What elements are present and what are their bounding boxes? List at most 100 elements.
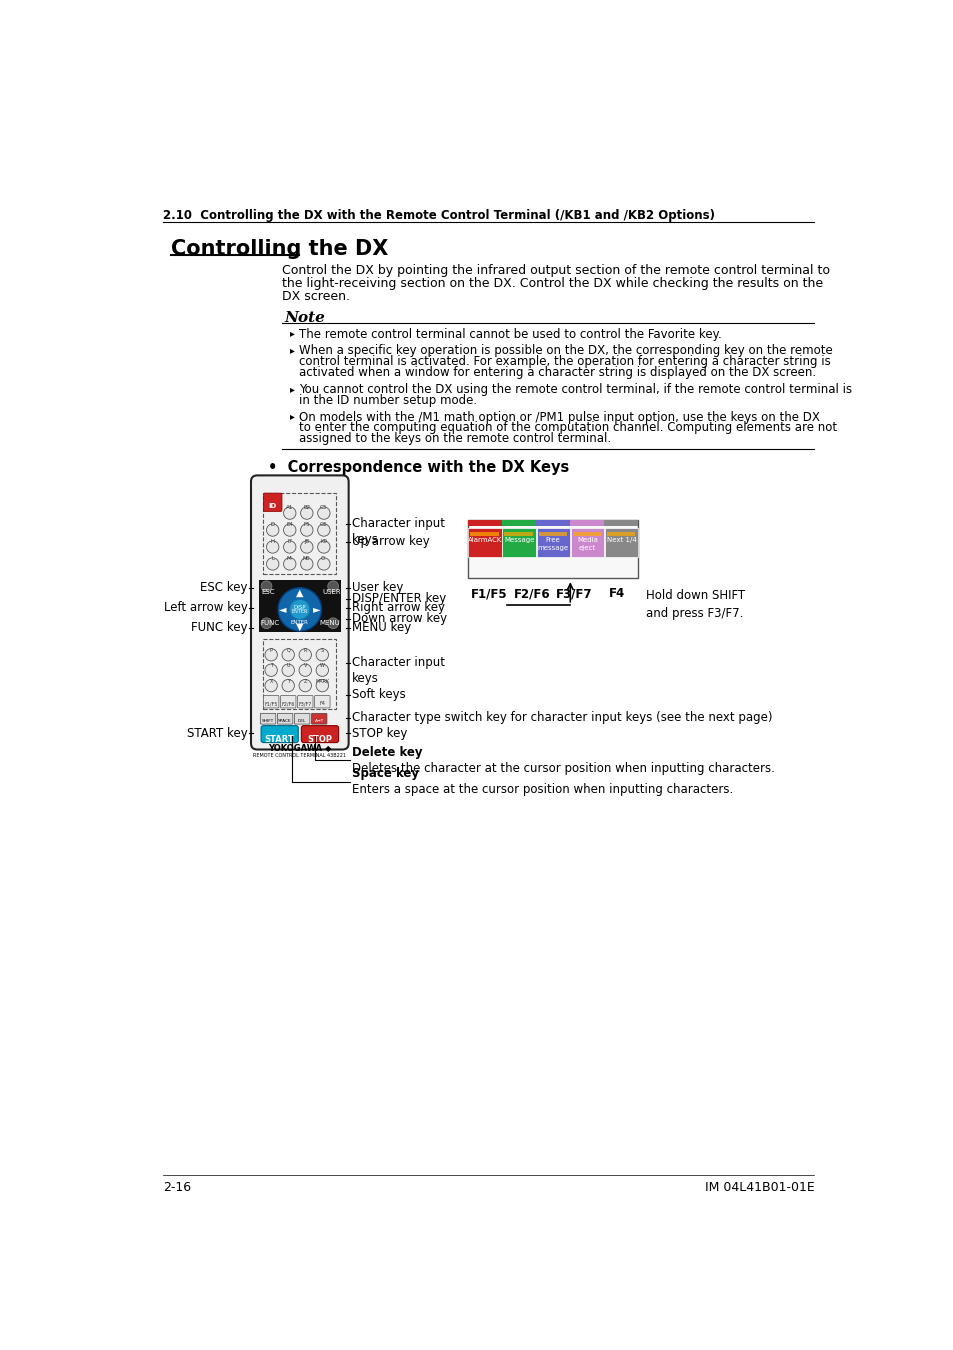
Text: Controlling the DX: Controlling the DX [171, 239, 388, 259]
FancyBboxPatch shape [297, 695, 313, 707]
Text: V: V [303, 663, 307, 668]
FancyBboxPatch shape [258, 580, 340, 632]
Circle shape [265, 664, 277, 676]
Bar [470, 532, 498, 536]
Circle shape [282, 664, 294, 676]
Text: A→T: A→T [314, 718, 323, 722]
Text: S: S [320, 648, 323, 653]
FancyBboxPatch shape [280, 695, 295, 707]
Circle shape [290, 599, 310, 620]
Text: message: message [537, 545, 568, 551]
Text: ESC key: ESC key [200, 582, 248, 594]
Bar [604, 520, 638, 526]
Text: to enter the computing equation of the computation channel. Computing elements a: to enter the computing equation of the c… [298, 421, 837, 435]
Text: Note: Note [284, 310, 325, 324]
Text: I7: I7 [287, 539, 292, 544]
Text: DX screen.: DX screen. [282, 290, 350, 302]
Text: L: L [271, 556, 274, 562]
Text: Delete key: Delete key [352, 745, 422, 759]
Text: ►: ► [313, 605, 320, 614]
Text: MENU key: MENU key [352, 621, 411, 634]
Text: Character type switch key for character input keys (see the next page): Character type switch key for character … [352, 711, 771, 725]
Text: Free: Free [545, 537, 560, 543]
Text: W: W [319, 663, 324, 668]
Text: Enters a space at the cursor position when inputting characters.: Enters a space at the cursor position wh… [352, 783, 732, 796]
Circle shape [315, 679, 328, 691]
FancyBboxPatch shape [277, 713, 293, 724]
Text: Deletes the character at the cursor position when inputting characters.: Deletes the character at the cursor posi… [352, 761, 774, 775]
Text: ◄: ◄ [278, 605, 286, 614]
Bar [537, 532, 567, 536]
Text: You cannot control the DX using the remote control terminal, if the remote contr: You cannot control the DX using the remo… [298, 383, 851, 396]
Circle shape [315, 664, 328, 676]
Text: On models with the /M1 math option or /PM1 pulse input option, use the keys on t: On models with the /M1 math option or /P… [298, 410, 819, 424]
Circle shape [278, 587, 321, 630]
Text: User key: User key [352, 582, 403, 594]
Bar [606, 532, 635, 536]
Circle shape [265, 648, 277, 662]
Circle shape [266, 541, 278, 554]
Text: D: D [271, 522, 274, 528]
FancyBboxPatch shape [260, 713, 275, 724]
Text: Q: Q [286, 648, 290, 653]
Text: DISP/ENTER key: DISP/ENTER key [352, 593, 446, 605]
Text: F1/F5: F1/F5 [264, 701, 277, 706]
Text: 2.10  Controlling the DX with the Remote Control Terminal (/KB1 and /KB2 Options: 2.10 Controlling the DX with the Remote … [163, 209, 715, 221]
Text: F2/F6: F2/F6 [513, 587, 550, 599]
Circle shape [282, 648, 294, 662]
Text: USER: USER [322, 590, 340, 595]
Circle shape [265, 679, 277, 691]
Circle shape [300, 541, 313, 554]
Bar [468, 528, 501, 558]
Text: U: U [286, 663, 290, 668]
FancyBboxPatch shape [263, 493, 282, 512]
Text: Character input: Character input [352, 656, 444, 670]
Text: A1: A1 [286, 505, 294, 510]
Bar [604, 528, 638, 558]
Text: ENTER: ENTER [292, 609, 308, 614]
Bar [570, 528, 603, 558]
Text: B2: B2 [303, 505, 310, 510]
Text: K9: K9 [320, 539, 327, 544]
Text: ▸: ▸ [290, 346, 294, 355]
Text: When a specific key operation is possible on the DX, the corresponding key on th: When a specific key operation is possibl… [298, 344, 832, 358]
Circle shape [300, 508, 313, 520]
FancyBboxPatch shape [261, 726, 298, 743]
Text: assigned to the keys on the remote control terminal.: assigned to the keys on the remote contr… [298, 432, 611, 446]
Circle shape [300, 558, 313, 570]
Circle shape [283, 524, 295, 536]
Bar [502, 528, 536, 558]
Bar [468, 520, 638, 578]
Bar [468, 520, 501, 526]
Text: X: X [269, 679, 273, 683]
Text: F1/F5: F1/F5 [471, 587, 507, 599]
Text: F3/F7: F3/F7 [556, 587, 592, 599]
Text: Media: Media [577, 537, 598, 543]
Circle shape [298, 679, 311, 691]
Text: REMOTE CONTROL TERMINAL 43B221: REMOTE CONTROL TERMINAL 43B221 [253, 752, 346, 757]
Text: C3: C3 [320, 505, 327, 510]
Text: F4: F4 [608, 587, 624, 599]
Text: SHIFT: SHIFT [262, 718, 274, 722]
Bar [536, 528, 569, 558]
Text: in the ID number setup mode.: in the ID number setup mode. [298, 394, 476, 406]
Circle shape [317, 524, 330, 536]
Text: AlarmACK: AlarmACK [467, 537, 501, 543]
FancyBboxPatch shape [251, 475, 348, 749]
Text: Z: Z [303, 679, 307, 683]
Text: DEL: DEL [297, 718, 306, 722]
Text: ▸: ▸ [290, 328, 294, 339]
Text: •  Correspondence with the DX Keys: • Correspondence with the DX Keys [268, 460, 569, 475]
Text: P: P [270, 648, 273, 653]
Text: FUNC: FUNC [260, 620, 279, 626]
FancyBboxPatch shape [314, 695, 330, 707]
Text: 2-16: 2-16 [163, 1181, 192, 1193]
Text: keys: keys [352, 533, 378, 547]
Text: T: T [270, 663, 273, 668]
Text: MENU: MENU [319, 620, 340, 626]
Text: N0: N0 [303, 556, 311, 562]
Text: the light-receiving section on the DX. Control the DX while checking the results: the light-receiving section on the DX. C… [282, 277, 822, 290]
Text: F3/F7: F3/F7 [298, 701, 312, 706]
Circle shape [328, 618, 338, 629]
Text: ESC: ESC [261, 590, 274, 595]
